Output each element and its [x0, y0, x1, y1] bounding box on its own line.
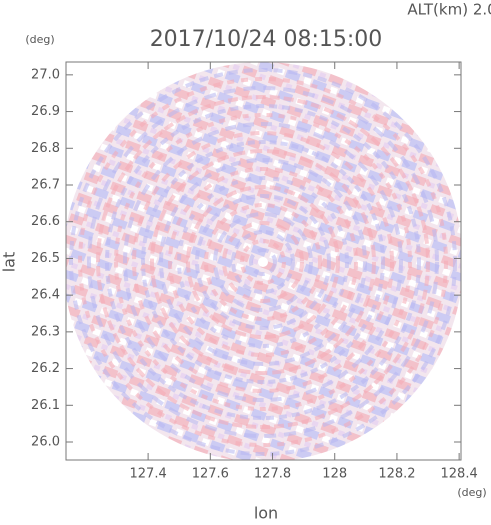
y-tick-label: 26.7: [31, 177, 60, 192]
ring: [222, 221, 304, 303]
ring: [213, 212, 313, 312]
ring: [150, 149, 376, 375]
y-tick-label: 26.8: [31, 141, 60, 156]
ring: [114, 113, 412, 411]
y-tick-label: 26.3: [31, 324, 60, 339]
center-gap: [258, 257, 268, 267]
chart-title: 2017/10/24 08:15:00: [150, 27, 383, 52]
ring: [168, 167, 358, 357]
x-tick-label: 127.6: [192, 467, 229, 482]
altitude: ALT(km) 2.0: [407, 1, 491, 19]
x-tick-label: 127.4: [130, 467, 167, 482]
ring: [96, 95, 430, 429]
ring: [132, 131, 394, 393]
y-tick-label: 26.0: [31, 435, 60, 450]
x-unit: (deg): [457, 486, 486, 499]
x-tick-label: 128: [322, 467, 347, 482]
radar-field: [66, 62, 461, 460]
ring: [123, 122, 403, 402]
y-unit: (deg): [25, 33, 54, 46]
y-tick-label: 26.5: [31, 251, 60, 266]
y-tick-label: 26.1: [31, 398, 60, 413]
plot-frame: [65, 61, 462, 461]
x-tick-label: 128.4: [441, 467, 478, 482]
ring: [159, 158, 367, 366]
ring: [177, 176, 349, 348]
x-tick-label: 127.8: [254, 467, 291, 482]
ring: [249, 248, 277, 276]
ring: [69, 68, 457, 456]
y-tick-label: 26.9: [31, 104, 60, 119]
ring: [204, 203, 322, 321]
y-axis-label: lat: [0, 252, 19, 273]
ring: [105, 104, 421, 420]
ring: [78, 77, 448, 447]
y-tick-label: 26.4: [31, 288, 60, 303]
ring: [240, 239, 286, 285]
x-tick-label: 128.2: [378, 467, 415, 482]
y-tick-label: 26.6: [31, 214, 60, 229]
ring: [141, 140, 385, 384]
ring: [186, 185, 340, 339]
ring: [195, 194, 331, 330]
y-tick-label: 27.0: [31, 67, 60, 82]
x-axis-label: lon: [254, 504, 278, 522]
ring: [87, 86, 439, 438]
ring: [231, 230, 295, 294]
radar-rings: [69, 68, 457, 456]
y-tick-label: 26.2: [31, 361, 60, 376]
